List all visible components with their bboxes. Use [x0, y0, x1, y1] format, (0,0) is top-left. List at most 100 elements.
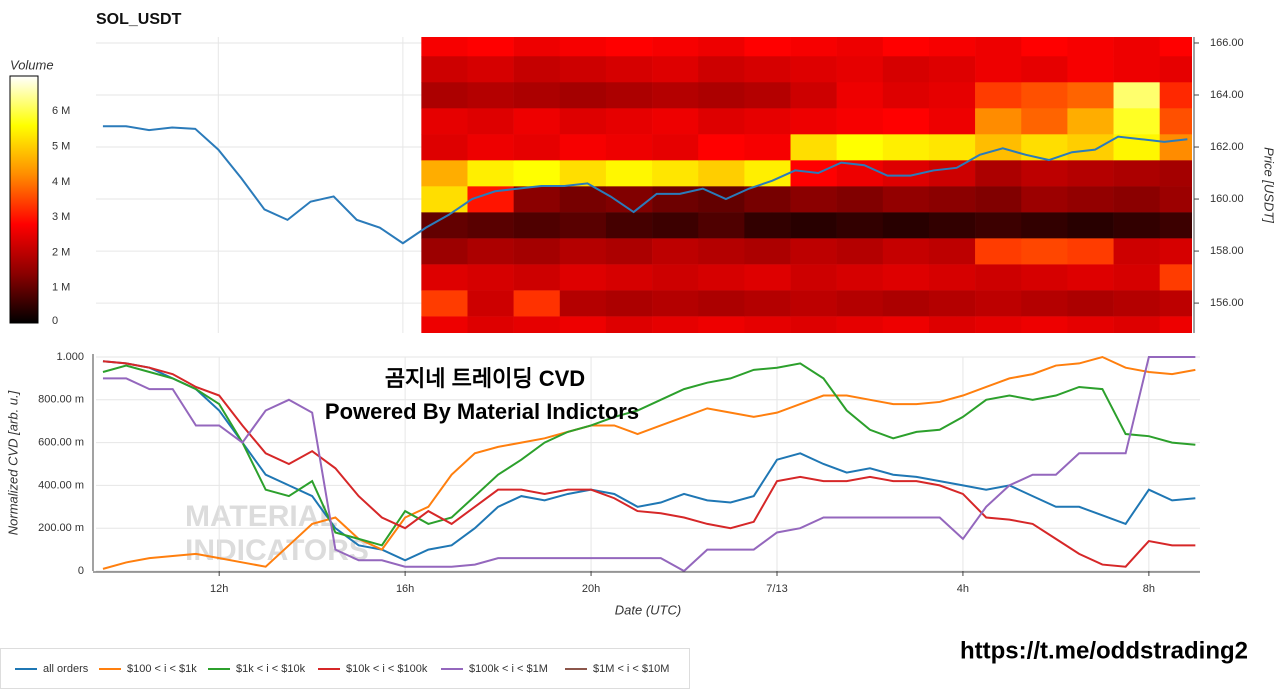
heat-cell	[1159, 134, 1192, 161]
heat-cell	[652, 238, 699, 265]
heat-cell	[605, 238, 653, 265]
heat-cell	[975, 238, 1022, 265]
heat-cell	[836, 108, 884, 135]
heat-cell	[928, 108, 976, 135]
heat-cell	[836, 134, 884, 161]
x-tick-label: 8h	[1143, 583, 1155, 595]
heat-cell	[652, 264, 699, 291]
legend: all orders $100 < i < $1k $1k < i < $10k $1…	[15, 663, 669, 675]
heat-cell	[513, 290, 561, 317]
y-tick-label: 0	[78, 565, 84, 577]
chart-title: SOL_USDT	[96, 11, 182, 28]
heat-cell	[928, 160, 976, 187]
heat-cell	[605, 264, 653, 291]
heat-cell	[975, 290, 1022, 317]
heat-cell	[559, 37, 607, 57]
heat-cell	[698, 134, 745, 161]
heat-cell	[790, 108, 837, 135]
y-tick-label: 200.00 m	[38, 522, 84, 534]
heat-cell	[652, 160, 699, 187]
heat-cell	[652, 290, 699, 317]
heat-cell	[1159, 55, 1192, 83]
colorbar-tick-label: 1 M	[52, 282, 70, 294]
heat-cell	[698, 37, 745, 57]
heat-cell	[744, 55, 791, 83]
heat-cell	[744, 212, 791, 239]
heat-cell	[1067, 186, 1114, 213]
legend-label: $100 < i < $1k	[127, 663, 197, 675]
heat-cell	[467, 55, 514, 83]
heat-cell	[975, 134, 1022, 161]
heat-cell	[1159, 160, 1192, 187]
heat-cell	[744, 186, 791, 213]
heat-cell	[698, 212, 745, 239]
legend-label: $1M < i < $10M	[593, 663, 669, 675]
heat-cell	[836, 81, 884, 109]
heat-cell	[513, 160, 561, 187]
heat-cell	[1159, 212, 1192, 239]
heat-cell	[1067, 81, 1114, 109]
heat-cell	[1021, 37, 1068, 57]
heat-cell	[559, 212, 607, 239]
heat-cell	[698, 81, 745, 109]
y-tick-label: 1.000	[56, 351, 84, 363]
heat-cell	[1113, 290, 1160, 317]
cvd-line	[102, 360, 1196, 562]
cvd-lines	[96, 355, 1200, 573]
watermark: INDICATORS	[185, 534, 369, 567]
heat-cell	[652, 108, 699, 135]
y2-tick-label: 160.00	[1210, 193, 1244, 205]
heat-cell	[790, 212, 837, 239]
heat-cell	[975, 37, 1022, 57]
heat-cell	[421, 134, 468, 161]
heat-cell	[421, 290, 468, 317]
heat-cell	[698, 160, 745, 187]
x-tick-label: 4h	[957, 583, 969, 595]
heat-cell	[605, 55, 653, 83]
heat-cell	[744, 134, 791, 161]
colorbar-tick-label: 5 M	[52, 140, 70, 152]
heat-cell	[1067, 212, 1114, 239]
heat-cell	[513, 55, 561, 83]
heat-cell	[467, 212, 514, 239]
heat-cell	[975, 81, 1022, 109]
heat-cell	[836, 212, 884, 239]
heat-cell	[559, 290, 607, 317]
heat-cell	[790, 134, 837, 161]
heat-cell	[882, 212, 930, 239]
heat-cell	[744, 290, 791, 317]
heat-cell	[744, 108, 791, 135]
heat-cell	[513, 212, 561, 239]
heat-cell	[1021, 186, 1068, 213]
heat-cell	[421, 81, 468, 109]
heat-cell	[698, 108, 745, 135]
heat-cell	[652, 55, 699, 83]
watermark: MATERIAL	[185, 500, 338, 533]
colorbar-tick-label: 6 M	[52, 105, 70, 117]
y2-tick-label: 162.00	[1210, 141, 1244, 153]
heat-cell	[559, 238, 607, 265]
y2-tick-label: 164.00	[1210, 89, 1244, 101]
annotation: 곰지네 트레이딩 CVD	[385, 366, 585, 391]
heat-cell	[421, 316, 468, 333]
legend-label: $100k < i < $1M	[469, 663, 548, 675]
heat-cell	[1021, 290, 1068, 317]
heat-cell	[1113, 160, 1160, 187]
y2-axis-label: Price [USDT]	[1262, 147, 1277, 223]
y2-tick-label: 166.00	[1210, 37, 1244, 49]
heat-cell	[605, 134, 653, 161]
heat-cell	[1021, 238, 1068, 265]
heat-cell	[790, 316, 837, 333]
x-tick-label: 16h	[396, 583, 414, 595]
heat-cell	[975, 55, 1022, 83]
heat-cell	[1159, 264, 1192, 291]
colorbar-tick-label: 3 M	[52, 211, 70, 223]
heat-cell	[1113, 238, 1160, 265]
heat-cell	[467, 264, 514, 291]
link-text: https://t.me/oddstrading2	[960, 637, 1248, 664]
heat-cell	[698, 316, 745, 333]
heat-cell	[467, 81, 514, 109]
heat-cell	[975, 316, 1022, 333]
heat-cell	[513, 134, 561, 161]
heat-cell	[467, 238, 514, 265]
